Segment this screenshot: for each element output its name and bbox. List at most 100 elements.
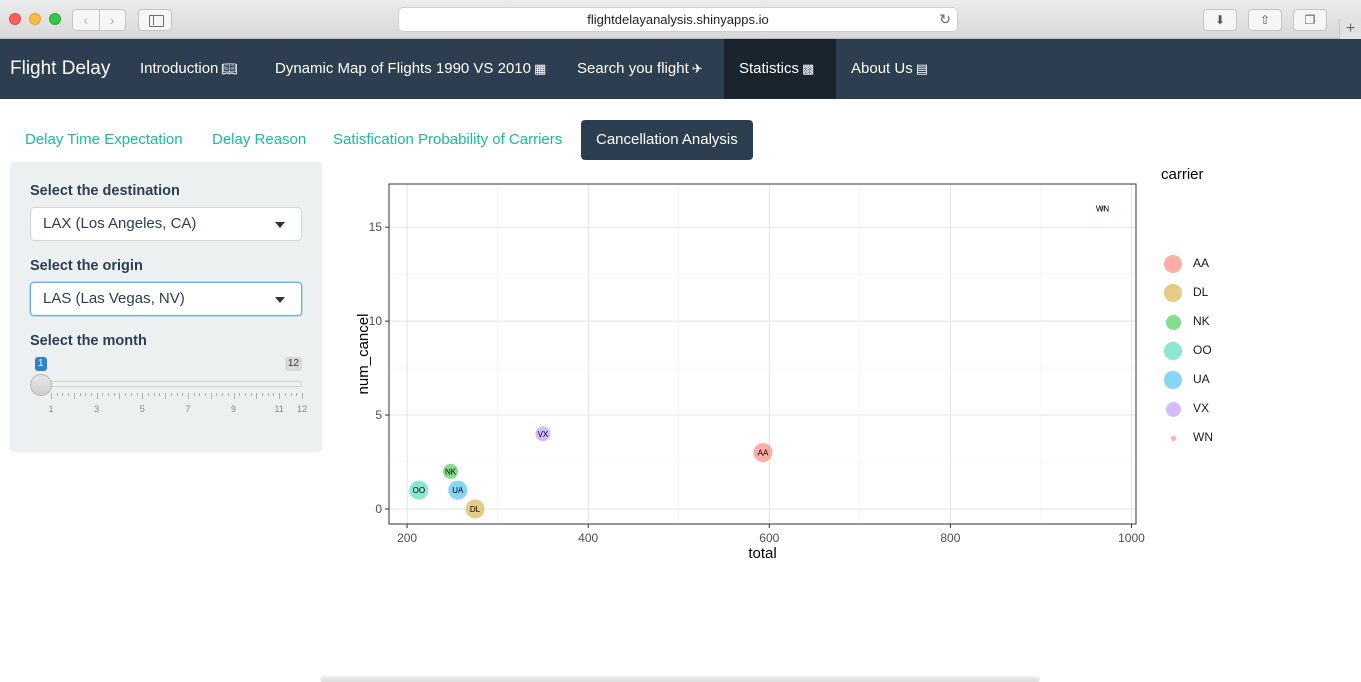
slider-minor-tick xyxy=(136,393,138,396)
slider-minor-tick xyxy=(284,393,286,396)
slider-minor-tick xyxy=(79,393,81,396)
point-label: WN xyxy=(1096,204,1110,213)
point-dl xyxy=(465,499,485,519)
slider-minor-tick xyxy=(170,393,172,396)
point-label: VX xyxy=(538,430,549,439)
share-icon[interactable]: ⇧ xyxy=(1248,9,1282,31)
point-ua xyxy=(448,480,468,500)
point-label: NK xyxy=(445,467,457,476)
slider-minor-tick xyxy=(102,393,104,396)
origin-label: Select the origin xyxy=(30,258,143,274)
slider-tick-label: 12 xyxy=(296,404,308,414)
slider-minor-tick xyxy=(176,393,178,396)
navbar: Flight Delay Introduction 📖︎ Dynamic Map … xyxy=(0,39,1361,99)
month-slider[interactable]: 1 12 1 3 5 7 9 11 12 xyxy=(30,357,307,417)
cancellation-scatter-chart: 200 400 600 800 1000 0 5 10 15 total num_cancel AA D… xyxy=(355,183,1145,562)
month-slider-to: 12 xyxy=(284,357,302,371)
history-nav: ‹ › xyxy=(72,9,126,31)
point-nk xyxy=(443,463,459,479)
forward-icon[interactable]: › xyxy=(109,12,115,28)
slider-minor-tick xyxy=(130,393,132,396)
slider-tick xyxy=(142,393,144,399)
x-tick-label: 800 xyxy=(940,531,960,545)
destination-select[interactable]: LAX (Los Angeles, CA) xyxy=(30,207,302,241)
slider-minor-tick xyxy=(290,393,292,396)
destination-label: Select the destination xyxy=(30,183,180,199)
nav-introduction[interactable]: Introduction 📖︎ xyxy=(125,39,253,99)
legend-swatch xyxy=(1164,371,1182,389)
brand-title[interactable]: Flight Delay xyxy=(10,58,111,79)
tabs-overview-icon[interactable]: ❐ xyxy=(1293,9,1327,31)
url-text: flightdelayanalysis.shinyapps.io xyxy=(587,12,769,27)
slider-minor-tick xyxy=(222,393,224,396)
url-bar[interactable]: flightdelayanalysis.shinyapps.io ↻ xyxy=(398,7,958,32)
tab-cancellation-analysis[interactable]: Cancellation Analysis xyxy=(581,120,753,160)
slider-minor-tick xyxy=(68,393,70,396)
slider-tick xyxy=(96,393,98,399)
legend-label: NK xyxy=(1193,314,1210,328)
nav-search-flight[interactable]: Search you flight ✈︎ xyxy=(562,39,718,99)
legend-label: WN xyxy=(1193,430,1213,444)
chevron-down-icon xyxy=(275,222,285,228)
nav-statistics[interactable]: Statistics ▩ xyxy=(724,39,836,99)
y-tick-label: 10 xyxy=(369,314,383,328)
slider-tick xyxy=(51,393,52,399)
slider-track[interactable] xyxy=(40,381,302,387)
nav-dynamic-map[interactable]: Dynamic Map of Flights 1990 VS 2010 ▦ xyxy=(260,39,561,99)
map-icon: ▦ xyxy=(533,61,547,76)
legend-swatch xyxy=(1165,314,1181,330)
slider-tick-label: 3 xyxy=(94,404,100,414)
legend-swatch xyxy=(1164,342,1182,360)
plot-background xyxy=(389,184,1136,524)
slider-minor-tick xyxy=(85,393,87,396)
minimize-window-button[interactable] xyxy=(29,13,41,25)
slider-tick xyxy=(256,393,258,399)
y-tick-label: 15 xyxy=(369,220,383,234)
point-label: DL xyxy=(470,505,481,514)
point-oo xyxy=(409,480,429,500)
slider-minor-tick xyxy=(56,393,58,396)
legend-label: DL xyxy=(1193,285,1209,299)
destination-value: LAX (Los Angeles, CA) xyxy=(43,215,197,232)
slider-tick xyxy=(279,393,281,399)
zoom-window-button[interactable] xyxy=(49,13,61,25)
back-icon[interactable]: ‹ xyxy=(73,10,100,30)
month-slider-from: 1 xyxy=(35,357,47,371)
slider-tick-label: 5 xyxy=(139,404,145,414)
x-tick-label: 200 xyxy=(397,531,417,545)
x-axis-label: total xyxy=(748,545,776,562)
origin-select[interactable]: LAS (Las Vegas, NV) xyxy=(30,282,302,316)
sidebar-toggle-icon[interactable] xyxy=(138,9,172,31)
slider-minor-tick xyxy=(262,393,264,396)
point-wn xyxy=(1099,205,1106,212)
point-label: OO xyxy=(413,486,425,495)
tab-delay-time-expectation[interactable]: Delay Time Expectation xyxy=(25,131,183,148)
slider-minor-tick xyxy=(205,393,207,396)
x-tick-label: 600 xyxy=(759,531,779,545)
legend-swatch xyxy=(1164,255,1182,273)
slider-tick-label: 9 xyxy=(231,404,237,414)
point-vx xyxy=(535,426,551,442)
slider-minor-tick xyxy=(125,393,127,396)
x-tick-label: 400 xyxy=(578,531,598,545)
filter-panel: Select the destination LAX (Los Angeles,… xyxy=(10,162,322,452)
slider-tick xyxy=(210,393,212,399)
reload-icon[interactable]: ↻ xyxy=(939,11,951,27)
slider-tick-label: 1 xyxy=(48,404,54,414)
download-icon[interactable]: ⬇ xyxy=(1203,9,1237,31)
new-tab-icon[interactable]: + xyxy=(1339,19,1361,39)
y-tick-label: 0 xyxy=(375,502,382,516)
slider-minor-tick xyxy=(267,393,269,396)
slider-handle[interactable] xyxy=(30,374,52,396)
slider-minor-tick xyxy=(296,393,298,396)
slider-minor-tick xyxy=(216,393,218,396)
slider-minor-tick xyxy=(239,393,241,396)
tab-delay-reason[interactable]: Delay Reason xyxy=(212,131,307,148)
slider-tick xyxy=(165,393,167,399)
nav-about-us[interactable]: About Us ▤ xyxy=(836,39,943,99)
slider-tick xyxy=(233,393,235,399)
legend-label: AA xyxy=(1193,256,1210,270)
legend-label: VX xyxy=(1193,401,1210,415)
close-window-button[interactable] xyxy=(9,13,21,25)
tab-satisfication-probability[interactable]: Satisfication Probability of Carriers xyxy=(333,131,563,148)
